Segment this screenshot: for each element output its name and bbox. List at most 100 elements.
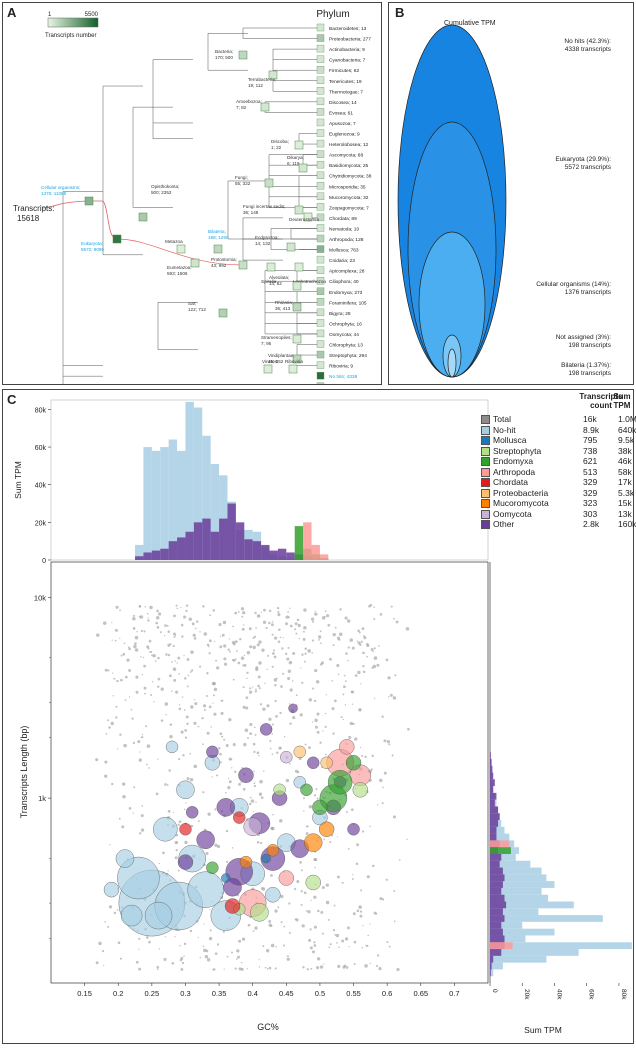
leaf-box — [316, 329, 325, 338]
scatter-background-point — [171, 690, 173, 692]
scatter-background-point — [392, 696, 397, 700]
scatter-background-point — [95, 961, 99, 965]
scatter-background-point — [363, 652, 366, 654]
scatter-background-point — [214, 952, 218, 955]
tree-node-label: Eumetazoa; — [167, 265, 192, 270]
scatter-background-point — [356, 909, 360, 913]
scatter-background-point — [366, 944, 369, 948]
root-value: 15618 — [17, 214, 40, 223]
scatter-background-point — [185, 715, 189, 719]
leaf-label: Mollusca; 763 — [329, 248, 359, 254]
scatter-background-point — [138, 758, 142, 762]
scatter-background-point — [186, 777, 190, 781]
scatter-background-point — [338, 946, 340, 948]
scatter-background-point — [313, 925, 317, 929]
scatter-xtick-label: 0.55 — [346, 989, 361, 998]
scatter-background-point — [334, 626, 337, 629]
scatter-background-point — [385, 878, 388, 881]
scatter-background-point — [393, 617, 395, 620]
scatter-background-point — [311, 721, 314, 723]
scatter-background-point — [165, 653, 168, 656]
scatter-background-point — [297, 623, 301, 628]
scatter-background-point — [319, 642, 322, 645]
scatter-background-point — [331, 707, 335, 711]
scatter-background-point — [313, 895, 317, 899]
legend-name: Mollusca — [493, 435, 527, 445]
scatter-background-point — [238, 782, 241, 786]
leaf-label: Discosea; 14 — [329, 100, 357, 106]
scatter-background-point — [315, 788, 318, 791]
right-hist-bar — [490, 887, 542, 895]
scatter-background-point — [192, 633, 196, 637]
scatter-background-point — [109, 844, 111, 846]
scatter-background-point — [300, 903, 303, 906]
scatter-background-point — [166, 624, 169, 627]
scatter-background-point — [361, 830, 365, 833]
top-hist-bar — [160, 447, 169, 560]
scatter-background-point — [202, 791, 205, 794]
scatter-background-point — [277, 906, 280, 909]
scatter-background-point — [310, 617, 315, 621]
scatter-background-point — [140, 629, 144, 633]
scatter-background-point — [303, 810, 305, 812]
tree-node-label: Lophotrochozoa — [293, 279, 326, 284]
scatter-background-point — [398, 859, 401, 861]
leaf-label: Chordata; 89 — [329, 216, 357, 222]
scatter-background-point — [185, 802, 187, 804]
scatter-background-point — [203, 632, 208, 636]
scatter-background-point — [140, 828, 145, 832]
tree-node-label: Viridiplantae; — [268, 353, 294, 358]
scatter-background-point — [214, 640, 216, 643]
scatter-background-point — [315, 680, 320, 684]
scatter-background-point — [307, 910, 311, 914]
scatter-background-point — [318, 639, 320, 641]
leaf-box — [316, 224, 325, 232]
scatter-background-point — [266, 704, 270, 708]
scatter-background-point — [277, 613, 281, 617]
scatter-background-point — [149, 650, 153, 654]
scatter-background-point — [172, 667, 177, 671]
legend-tpm: 58k — [618, 466, 632, 477]
scatter-background-point — [243, 742, 247, 747]
scatter-background-point — [124, 699, 127, 701]
right-hist-bar — [490, 799, 495, 807]
scatter-background-point — [314, 725, 318, 729]
scatter-background-point — [300, 869, 303, 872]
scatter-background-point — [329, 657, 332, 661]
scatter-background-point — [393, 890, 396, 892]
scatter-background-point — [188, 617, 192, 621]
scatter-background-point — [184, 677, 187, 680]
scatter-background-point — [201, 716, 204, 720]
scatter-background-point — [311, 950, 315, 954]
scatter-background-point — [280, 894, 284, 899]
scatter-background-point — [224, 662, 228, 666]
scatter-background-point — [228, 717, 232, 722]
scatter-background-point — [289, 624, 293, 628]
scatter-background-point — [319, 741, 322, 744]
scatter-background-point — [190, 669, 194, 672]
scatter-background-point — [255, 801, 257, 803]
tree-node-label: Fungi; — [235, 175, 248, 180]
scatter-background-point — [258, 966, 261, 968]
scatter-background-point — [147, 619, 150, 622]
scatter-background-point — [352, 874, 354, 876]
scatter-background-point — [302, 966, 305, 969]
scatter-background-point — [238, 939, 242, 943]
scatter-background-point — [172, 644, 175, 648]
scatter-xtick-label: 0.35 — [212, 989, 227, 998]
scatter-background-point — [337, 964, 341, 968]
scatter-background-point — [255, 627, 257, 629]
scatter-background-point — [138, 967, 142, 971]
scatter-background-point — [334, 934, 337, 936]
leaf-label: Euglenozoa; 9 — [329, 132, 360, 138]
leaf-box — [316, 87, 325, 95]
scatter-point — [223, 878, 242, 897]
scatter-background-point — [289, 722, 292, 725]
scatter-background-point — [314, 668, 318, 673]
scatter-background-point — [145, 936, 149, 939]
scatter-background-point — [308, 746, 311, 750]
cumulative-tpm-diagram: Cumulative TPM No hits (42.3%):4338 trans… — [397, 20, 612, 378]
scatter-background-point — [144, 606, 147, 608]
scatter-background-point — [190, 705, 194, 709]
tree-node-box — [286, 242, 296, 252]
